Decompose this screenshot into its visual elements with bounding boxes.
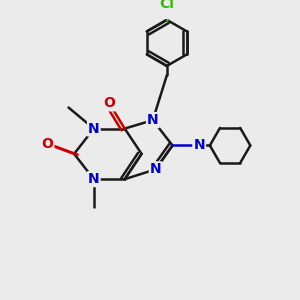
Text: N: N <box>194 139 205 152</box>
Text: Cl: Cl <box>159 0 174 11</box>
Text: O: O <box>41 137 53 151</box>
Text: O: O <box>103 96 115 110</box>
Text: N: N <box>150 162 161 176</box>
Text: N: N <box>147 113 159 127</box>
Text: N: N <box>88 172 100 186</box>
Text: N: N <box>88 122 100 136</box>
